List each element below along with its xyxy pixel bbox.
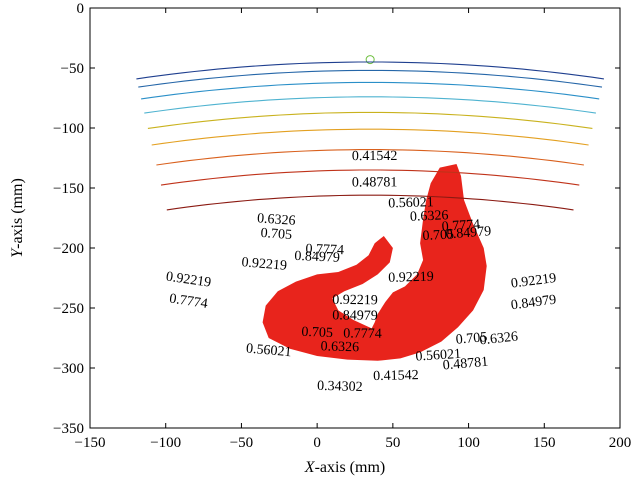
y-tick-label: −200 — [53, 241, 84, 257]
contour-line — [156, 149, 584, 166]
contour-label: 0.92219 — [332, 293, 378, 309]
contour-label: 0.6326 — [257, 211, 296, 229]
y-tick-label: −250 — [53, 301, 84, 317]
high-value-region — [262, 164, 487, 361]
contour-label: 0.705 — [301, 325, 333, 341]
x-axis-label: X-axis (mm) — [304, 459, 385, 476]
x-tick-label: 50 — [385, 435, 400, 451]
contour-label: 0.7774 — [343, 326, 382, 341]
x-tick-label: −150 — [75, 435, 106, 451]
grid-markers — [365, 55, 375, 65]
contour-label: 0.92219 — [510, 271, 557, 292]
contour-label: 0.92219 — [165, 269, 212, 290]
contour-label: 0.34302 — [317, 379, 363, 395]
axes-frame — [89, 7, 621, 429]
contour-label: 0.84979 — [445, 224, 491, 242]
contour-label: 0.41542 — [352, 149, 398, 164]
contour-label: 0.48781 — [442, 355, 489, 374]
x-tick-label: −50 — [230, 435, 253, 451]
y-axis-label: Y-axis (mm) — [9, 178, 26, 258]
y-tick-label: −150 — [53, 181, 84, 197]
x-tick-label: 200 — [609, 435, 632, 451]
contour-line — [141, 81, 600, 100]
contour-label: 0.84979 — [510, 293, 557, 314]
x-tick-label: 100 — [457, 435, 480, 451]
y-tick-label: 0 — [77, 1, 85, 17]
contour-label: 0.6326 — [320, 339, 359, 355]
contour-label: 0.56021 — [415, 347, 461, 365]
contour-label: 0.7774 — [441, 217, 480, 235]
y-axis-label-var: Y — [9, 247, 26, 258]
contour-label: 0.92219 — [388, 270, 434, 286]
contour-label: 0.48781 — [352, 175, 398, 190]
contour-label: 0.41542 — [373, 368, 419, 384]
contour-label: 0.7774 — [168, 292, 208, 312]
y-tick-label: −100 — [53, 121, 84, 137]
contour-line — [144, 96, 596, 114]
x-axis-label-var: X — [304, 459, 316, 476]
y-tick-label: −350 — [53, 421, 84, 437]
contour-lines — [136, 61, 604, 211]
contour-line — [160, 169, 580, 186]
contour-label: 0.56021 — [245, 341, 292, 360]
contour-line — [151, 128, 589, 146]
contour-label: 0.56021 — [388, 195, 434, 211]
y-tick-label: −300 — [53, 361, 84, 377]
x-tick-label: 0 — [313, 435, 321, 451]
contour-label: 0.705 — [455, 330, 488, 348]
contour-line — [166, 194, 574, 211]
y-axis-label-rest: -axis (mm) — [9, 178, 26, 249]
contour-line — [136, 61, 604, 80]
contour-label: 0.92219 — [241, 255, 288, 274]
contour-label: 0.705 — [422, 227, 454, 244]
contour-label: 0.705 — [260, 226, 292, 243]
contour-line — [138, 69, 603, 88]
contour-label: 0.84979 — [294, 249, 340, 266]
x-axis-label-rest: -axis (mm) — [315, 459, 386, 476]
contour-label: 0.7774 — [305, 242, 344, 258]
y-tick-label: −50 — [61, 61, 84, 77]
contour-label: 0.6326 — [479, 329, 519, 348]
contour-line — [147, 111, 593, 129]
x-tick-label: 150 — [533, 435, 556, 451]
x-tick-label: −100 — [150, 435, 181, 451]
contour-label: 0.6326 — [410, 208, 449, 225]
contour-label: 0.84979 — [332, 308, 378, 324]
apex-marker — [365, 55, 375, 65]
